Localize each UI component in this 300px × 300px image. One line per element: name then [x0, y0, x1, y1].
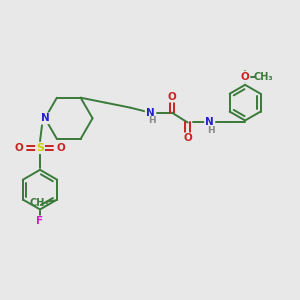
Text: F: F [37, 216, 44, 226]
Text: CH₃: CH₃ [29, 197, 49, 208]
Text: N: N [146, 108, 154, 118]
Text: H: H [208, 126, 215, 135]
Text: N: N [205, 118, 214, 128]
Text: S: S [36, 143, 44, 153]
Text: N: N [40, 113, 50, 123]
Text: O: O [15, 143, 24, 153]
Text: O: O [167, 92, 176, 102]
Text: H: H [148, 116, 156, 125]
Text: CH₃: CH₃ [253, 72, 273, 82]
Text: O: O [241, 72, 250, 82]
Text: O: O [183, 133, 192, 143]
Text: O: O [56, 143, 65, 153]
